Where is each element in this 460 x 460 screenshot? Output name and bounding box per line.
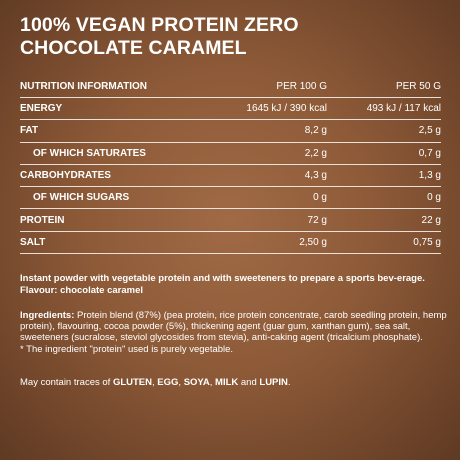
ingredients-text: Protein blend (87%) (pea protein, rice p… bbox=[20, 310, 447, 344]
allergen-gluten: GLUTEN bbox=[112, 377, 152, 388]
allergen-lupin: LUPIN bbox=[259, 377, 288, 388]
nutrient-value-per-100: 1645 kJ / 390 kcal bbox=[207, 97, 327, 121]
allergen-egg: EGG bbox=[157, 377, 179, 388]
nutrition-row-fat: FAT 8,2 g 2,5 g bbox=[20, 119, 441, 143]
traces-separator: and bbox=[238, 377, 260, 388]
nutrient-label: FAT bbox=[20, 119, 207, 143]
nutrition-header-label: NUTRITION INFORMATION bbox=[20, 75, 207, 98]
ingredients-block: Ingredients: Protein blend (87%) (pea pr… bbox=[20, 310, 450, 355]
traces-prefix: May contain traces of bbox=[20, 377, 113, 388]
nutrient-value-per-50: 1,3 g bbox=[327, 164, 441, 188]
allergen-soya: SOYA bbox=[183, 377, 210, 388]
nutrition-row-protein: PROTEIN 72 g 22 g bbox=[20, 208, 441, 232]
nutrient-value-per-100: 0 g bbox=[207, 186, 327, 210]
product-title-line-1: 100% VEGAN PROTEIN ZERO bbox=[20, 14, 299, 36]
product-title: 100% VEGAN PROTEIN ZERO CHOCOLATE CARAME… bbox=[20, 14, 440, 60]
nutrient-label: ENERGY bbox=[20, 97, 207, 121]
nutrient-value-per-100: 72 g bbox=[207, 208, 327, 232]
nutrient-value-per-50: 0 g bbox=[327, 186, 441, 210]
nutrient-value-per-50: 0,75 g bbox=[327, 231, 441, 255]
nutrition-row-carbohydrates: CARBOHYDRATES 4,3 g 1,3 g bbox=[20, 164, 441, 188]
nutrition-table: NUTRITION INFORMATION PER 100 G PER 50 G… bbox=[20, 75, 441, 255]
nutrition-row-sugars: OF WHICH SUGARS 0 g 0 g bbox=[20, 186, 441, 210]
nutrition-row-energy: ENERGY 1645 kJ / 390 kcal 493 kJ / 117 k… bbox=[20, 97, 441, 121]
product-description: Instant powder with vegetable protein an… bbox=[20, 273, 425, 296]
nutrient-value-per-100: 2,50 g bbox=[207, 231, 327, 255]
allergen-traces: May contain traces of GLUTEN, EGG, SOYA,… bbox=[20, 377, 445, 389]
ingredients-heading: Ingredients: bbox=[20, 310, 75, 321]
nutrient-label: OF WHICH SATURATES bbox=[20, 142, 207, 165]
nutrition-header-per-50: PER 50 G bbox=[327, 75, 441, 98]
nutrition-table-header: NUTRITION INFORMATION PER 100 G PER 50 G bbox=[20, 75, 441, 98]
nutrition-row-saturates: OF WHICH SATURATES 2,2 g 0,7 g bbox=[20, 142, 441, 165]
traces-separator: , bbox=[209, 377, 216, 388]
traces-separator: , bbox=[178, 377, 184, 388]
nutrient-value-per-100: 4,3 g bbox=[207, 164, 327, 188]
nutrient-label: SALT bbox=[20, 231, 207, 255]
nutrient-value-per-50: 0,7 g bbox=[327, 142, 441, 165]
ingredients-note: * The ingredient "protein" used is purel… bbox=[20, 343, 234, 355]
nutrition-row-salt: SALT 2,50 g 0,75 g bbox=[20, 231, 441, 255]
nutrient-value-per-50: 2,5 g bbox=[327, 119, 441, 143]
nutrient-value-per-50: 493 kJ / 117 kcal bbox=[327, 97, 441, 121]
nutrient-value-per-100: 8,2 g bbox=[207, 119, 327, 143]
nutrient-label: OF WHICH SUGARS bbox=[20, 186, 207, 210]
nutrient-value-per-100: 2,2 g bbox=[207, 142, 327, 165]
nutrition-header-per-100: PER 100 G bbox=[207, 75, 327, 98]
traces-suffix: . bbox=[287, 377, 291, 388]
traces-separator: , bbox=[152, 377, 158, 388]
nutrient-label: CARBOHYDRATES bbox=[20, 164, 207, 188]
product-title-line-2: CHOCOLATE CARAMEL bbox=[20, 37, 247, 59]
nutrient-label: PROTEIN bbox=[20, 208, 207, 232]
allergen-milk: MILK bbox=[215, 377, 239, 388]
nutrient-value-per-50: 22 g bbox=[327, 208, 441, 232]
